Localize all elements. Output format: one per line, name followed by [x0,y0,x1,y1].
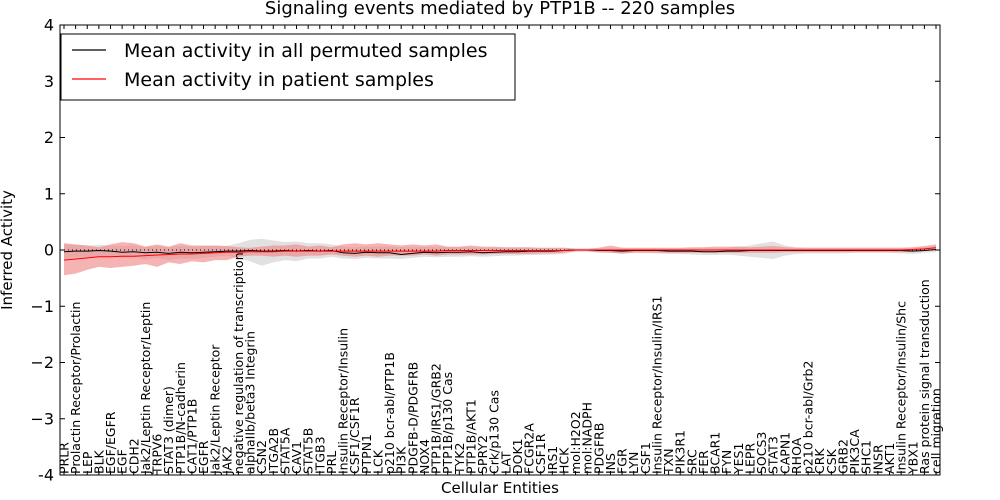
x-category-label: CAT1/PTP1B [184,399,199,474]
x-category-label: PDGFB-D/PDGFRB [405,362,420,474]
legend: Mean activity in all permuted samples Me… [60,33,516,101]
x-category-label: BCAR1 [708,432,723,474]
x-category-label: p210 bcr-abl/Grb2 [801,361,816,474]
x-category-label: INS [603,453,618,474]
line-patient [63,247,937,261]
x-category-label: SRC [684,449,699,474]
y-axis-label: Inferred Activity [0,190,16,310]
x-category-label: CSF1 [638,442,653,474]
x-category-label: PTP1B/AKT1 [463,399,478,474]
x-category-label: HCK [556,447,571,474]
x-category-label: PTPN1 [359,434,374,474]
x-category-label: PIK3CA [847,429,862,474]
x-category-label: FYN [719,450,734,474]
legend-label-permuted: Mean activity in all permuted samples [124,40,487,62]
y-tick-label: 3 [44,72,54,91]
chart-title: Signaling events mediated by PTP1B -- 22… [265,0,735,19]
x-category-label: STAT3 [766,436,781,474]
x-category-label: PTP1B/N-cadherin [173,362,188,474]
x-category-label: PI3K [394,446,409,474]
x-category-label: CSF1R [533,433,548,474]
x-category-label: CSK [824,448,839,474]
x-category-label: LEP [80,451,95,474]
x-category-label: LAT [498,451,513,474]
x-category-label: STAT5A [277,427,292,474]
x-category-label: INSR [870,444,885,474]
x-category-label: FGR [615,448,630,474]
x-category-label: TYK2 [452,443,467,475]
x-category-label: PIK3R1 [673,430,688,474]
x-category-label: Jak2/Leptin Receptor/Leptin [138,302,153,475]
x-category-label: CSF1/CSF1R [347,397,362,474]
x-category-label: p210 bcr-abl/PTP1B [382,352,397,474]
x-category-label: LYN [626,452,641,474]
x-category-label: Jak2/Leptin Receptor [208,344,223,475]
x-category-label: SOCS3 [754,432,769,474]
x-category-label: PTP1B/IRS1/GRB2 [429,363,444,474]
plot-frame [59,24,941,476]
x-category-label: TXN [661,448,676,475]
x-category-label: LEPR [742,443,757,474]
y-tick-label: 4 [44,16,54,35]
x-category-label: Insulin Receptor/Insulin/Shc [894,301,909,474]
x-category-label: alphaIIb/beta3 Integrin [243,331,258,474]
x-category-label: ITGB3 [312,436,327,474]
x-category-label: FER [696,450,711,474]
x-category-label: Ras protein signal transduction [917,279,932,474]
legend-label-patient: Mean activity in patient samples [124,69,434,91]
x-category-label: CAPN1 [777,432,792,474]
x-axis-label: Cellular Entities [441,479,559,497]
x-category-label: STAT5B [301,428,316,474]
y-tick-label: -4 [38,466,54,485]
line-permuted [63,248,937,256]
y-tick-label: 1 [44,184,54,203]
series-lines [60,247,940,261]
x-category-label: NOX4 [417,439,432,474]
y-tick-label: 0 [44,241,54,260]
x-category-label: RHOA [789,437,804,474]
x-category-label: TRPV6 [150,434,165,475]
x-category-label: Insulin Receptor/Insulin/IRS1 [649,296,664,474]
y-tick-label: 2 [44,128,54,147]
x-category-label: CSN2 [254,440,269,474]
x-category-label: DOK1 [510,438,525,474]
x-category-label: CDH2 [126,438,141,474]
x-category-label: mol:NADPH [580,402,595,474]
x-category-label: EGFR [196,440,211,474]
x-category-label: BLK [91,449,106,474]
x-category-label: CRK [812,448,827,474]
y-axis: -4 −3 −2 −1 0 1 2 3 4 [30,16,940,485]
x-category-label: PTP1B/p130 Cas [440,372,455,474]
y-tick-label: −3 [30,409,54,428]
x-category-label: LCK [370,449,385,474]
x-category-label: negative regulation of transcription [231,252,246,474]
x-category-label: GRB2 [835,439,850,474]
x-category-label: Prolactin Receptor/Prolactin [68,302,83,474]
x-category-label: mol:H2O2 [568,411,583,474]
x-category-label: Crk/p130 Cas [487,390,502,474]
x-category-label: cell migration [929,388,944,474]
x-category-label: SPRY2 [475,435,490,474]
x-category-label: YES1 [731,443,746,475]
x-category-label: FCGR2A [522,423,537,474]
x-category-label: PDGFRB [591,423,606,474]
x-category-label: Insulin Receptor/Insulin [336,328,351,474]
x-category-label: CAV1 [289,441,304,474]
y-tick-label: −1 [30,297,54,316]
x-category-label: IRS1 [545,446,560,474]
x-category-label: YBX1 [905,441,920,475]
x-category-label: EGF [115,449,130,474]
x-category-label: STAT3 (dimer) [161,386,176,474]
x-category-label: JAK2 [219,446,234,475]
y-tick-label: −2 [30,353,54,372]
x-category-label: PRL [324,451,339,474]
x-category-label: ITGA2B [266,428,281,474]
x-category-label: EGF/EGFR [103,411,118,474]
x-category-label: SHC1 [859,440,874,474]
x-category-label: AKT1 [882,443,897,474]
legend-box [60,33,516,101]
